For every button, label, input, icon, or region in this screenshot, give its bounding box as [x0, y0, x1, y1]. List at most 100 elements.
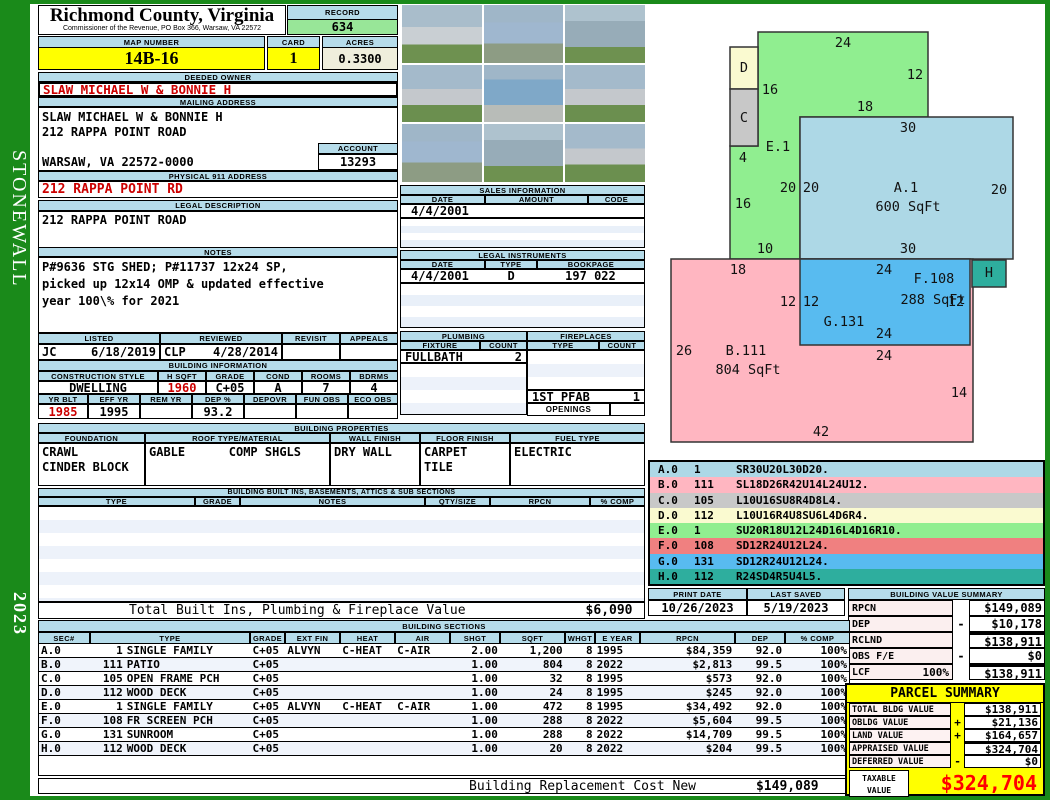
bs-cell: PATIO — [126, 658, 160, 671]
sketch-dimension-label: 24 — [876, 262, 892, 278]
property-photo[interactable] — [483, 5, 564, 63]
sketch-dimension-label: 30 — [900, 241, 916, 257]
bs-cell: C.0 — [41, 672, 61, 685]
bs-cell: 100% — [820, 700, 848, 713]
sketch-dimension-label: 24 — [835, 35, 851, 51]
openings-label: OPENINGS — [527, 403, 610, 416]
roof-type-value: GABLE — [149, 445, 186, 459]
li-date-value: 4/4/2001 — [411, 269, 469, 283]
vs-op: - — [957, 617, 965, 631]
value-summary-row: LCF 100% $138,911 — [848, 664, 1045, 681]
parcel-op — [951, 742, 964, 755]
legend-sec: G.0 — [658, 554, 678, 568]
building-section-row: G.0 131 SUNROOM C+05 1.00 288 8 2022 $14,709 99.5… — [39, 728, 849, 742]
bs-cell: D.0 — [41, 686, 61, 699]
legend-cmd: SU20R18U12L24D16L4D16R10. — [736, 524, 902, 538]
sketch-shape — [729, 46, 759, 90]
bs-cell: B.0 — [41, 658, 61, 671]
property-photo[interactable] — [565, 5, 645, 63]
bs-cell: 92.0 — [755, 700, 783, 713]
building-section-row: E.0 1 SINGLE FAMILY C+05 ALVYN C-HEAT C-AIR 1.0… — [39, 700, 849, 714]
bs-cell: 99.5 — [755, 728, 783, 741]
property-photo[interactable] — [565, 124, 645, 182]
bs-col-header: RPCN — [640, 632, 735, 644]
legend-sec: H.0 — [658, 569, 678, 583]
bs-cell: E.0 — [41, 700, 61, 713]
revisit-value — [282, 344, 340, 360]
bs-cell: 32 — [549, 672, 563, 685]
building-sections-table: A.0 1 SINGLE FAMILY C+05 ALVYN C-HEAT C-AIR 2.0… — [38, 644, 850, 756]
legend-code: 111 — [694, 478, 714, 492]
bs-cell: 472 — [542, 700, 563, 713]
parcel-value: $21,136 — [964, 716, 1041, 729]
parcel-value: $164,657 — [964, 729, 1041, 742]
bs-cell: $5,604 — [692, 714, 733, 727]
bs-col-header: % COMP — [785, 632, 850, 644]
plumbing-count-value: 2 — [514, 350, 522, 363]
property-photo[interactable] — [483, 124, 564, 182]
sales-date-value: 4/4/2001 — [411, 204, 469, 218]
county-header-box: Richmond County, Virginia Commissioner o… — [38, 5, 286, 35]
sketch-dimension-label: 16 — [762, 82, 778, 98]
bs-col-header: EXT FIN — [285, 632, 340, 644]
sales-information-title: SALES INFORMATION — [400, 185, 645, 195]
deppct-label: DEP % — [192, 394, 244, 404]
legend-cmd: L10U16SU8R4D8L4. — [736, 493, 842, 507]
sales-code-label: CODE — [588, 195, 645, 204]
sketch-dimension-label: 288 SqFt — [900, 292, 965, 308]
building-sections-title: BUILDING SECTIONS — [38, 620, 850, 632]
floorfinish-line: CARPET — [424, 445, 468, 459]
legal-description-label: LEGAL DESCRIPTION — [38, 200, 398, 211]
legend-cmd: SL18D26R42U14L24U12. — [736, 478, 869, 492]
bs-cell: $34,492 — [685, 700, 733, 713]
sketch-dimension-label: 804 SqFt — [715, 362, 780, 378]
vs-label-cell: DEP — [848, 616, 953, 632]
roof-label: ROOF TYPE/MATERIAL — [145, 433, 330, 443]
sketch-dimension-label: 12 — [948, 294, 964, 310]
bs-cell: $245 — [705, 686, 733, 699]
bs-cell: 112 — [102, 686, 123, 699]
fueltype-label: FUEL TYPE — [510, 433, 645, 443]
property-photo[interactable] — [402, 124, 482, 182]
bs-col-header: DEP — [735, 632, 785, 644]
bs-cell: 1995 — [596, 700, 624, 713]
bs-cell: 99.5 — [755, 714, 783, 727]
property-photo[interactable] — [402, 5, 482, 63]
account-label: ACCOUNT — [318, 143, 398, 154]
parcel-value: $0 — [964, 755, 1041, 768]
vs-op — [953, 600, 969, 616]
bs-cell: 1995 — [596, 644, 624, 657]
property-photo[interactable] — [483, 64, 564, 123]
bs-cell: 2.00 — [471, 644, 498, 657]
property-photo[interactable] — [565, 64, 645, 123]
bs-cell: 2022 — [596, 742, 624, 755]
sketch-dimension-label: 10 — [757, 241, 773, 257]
remyr-label: REM YR — [140, 394, 192, 404]
bs-cell: SINGLE FAMILY — [126, 644, 213, 657]
sketch-shape — [729, 88, 759, 147]
bs-cell: 804 — [542, 658, 563, 671]
plumbing-fixture-value: FULLBATH — [405, 350, 463, 363]
listed-label: LISTED — [38, 333, 160, 344]
bs-cell: $2,813 — [692, 658, 733, 671]
deeded-owner-label: DEEDED OWNER — [38, 72, 398, 82]
mailing-line: 212 RAPPA POINT ROAD — [42, 125, 187, 139]
property-photo[interactable] — [402, 64, 482, 123]
bs-cell: 1,200 — [529, 644, 563, 657]
fireplace-pfab-row: 1ST PFAB 1 — [527, 390, 645, 403]
bs-col-header: WHGT — [565, 632, 595, 644]
bs-cell: 8 — [586, 672, 593, 685]
sketch-dimension-label: 24 — [876, 348, 892, 364]
listed-date: 6/18/2019 — [90, 345, 156, 359]
bs-cell: 8 — [586, 658, 593, 671]
hsqft-value: 1960 — [158, 381, 206, 394]
bs-cell: 2022 — [596, 714, 624, 727]
value-summary-row: OBS F/E - $0 — [848, 648, 1045, 664]
parcel-value: $138,911 — [964, 703, 1041, 716]
notes-block: P#9636 STG SHED; P#11737 12x24 SP, picke… — [38, 257, 398, 333]
parcel-summary-row: DEFERRED VALUE - $0 — [849, 755, 1041, 768]
bs-cell: 1995 — [596, 672, 624, 685]
building-sketch: 24 12 16 18 D C E.1 4 30 20 20 A.1 20 600 SqFt 16 10 30 1… — [648, 4, 1045, 458]
wallfinish-value: DRY WALL — [330, 443, 420, 486]
building-section-row: A.0 1 SINGLE FAMILY C+05 ALVYN C-HEAT C-AIR 2.0… — [39, 644, 849, 658]
